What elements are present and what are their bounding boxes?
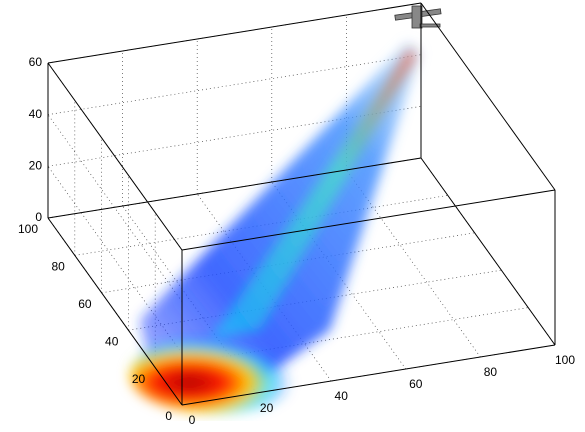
box-edge <box>181 344 556 406</box>
z-tick-label: 20 <box>29 159 43 173</box>
box-edge <box>47 157 422 219</box>
y-tick-label: 80 <box>51 260 65 274</box>
y-tick-label: 40 <box>105 334 119 348</box>
aircraft-body <box>411 5 423 29</box>
z-tick-label: 60 <box>29 55 43 69</box>
z-tick-label: 0 <box>35 210 42 224</box>
y-tick-label: 0 <box>165 409 172 423</box>
z-tick-label: 40 <box>29 107 43 121</box>
x-tick-label: 100 <box>555 353 575 367</box>
box-edge <box>181 189 556 251</box>
cone-core <box>210 48 416 340</box>
x-tick-label: 0 <box>189 413 196 427</box>
grid-line <box>47 105 422 167</box>
box-edge <box>47 2 422 64</box>
aircraft-icon <box>394 5 442 29</box>
volume-cone <box>130 42 420 413</box>
cone-body <box>140 42 420 395</box>
x-tick-label: 60 <box>409 377 423 391</box>
grid-line <box>47 114 183 302</box>
cone-base <box>130 337 300 413</box>
aircraft-tail <box>419 23 441 28</box>
box-layer <box>47 2 556 406</box>
box-edge <box>47 217 183 406</box>
grid-line <box>47 54 422 116</box>
x-tick-label: 20 <box>260 401 274 415</box>
grid-line <box>155 307 529 368</box>
box-edge <box>420 2 556 191</box>
x-tick-label: 80 <box>484 365 498 379</box>
box-edge <box>420 157 556 346</box>
y-tick-label: 60 <box>78 297 92 311</box>
y-tick-label: 100 <box>18 222 38 236</box>
y-tick-label: 20 <box>132 372 146 386</box>
box-edge <box>47 62 183 251</box>
x-tick-label: 40 <box>335 389 349 403</box>
